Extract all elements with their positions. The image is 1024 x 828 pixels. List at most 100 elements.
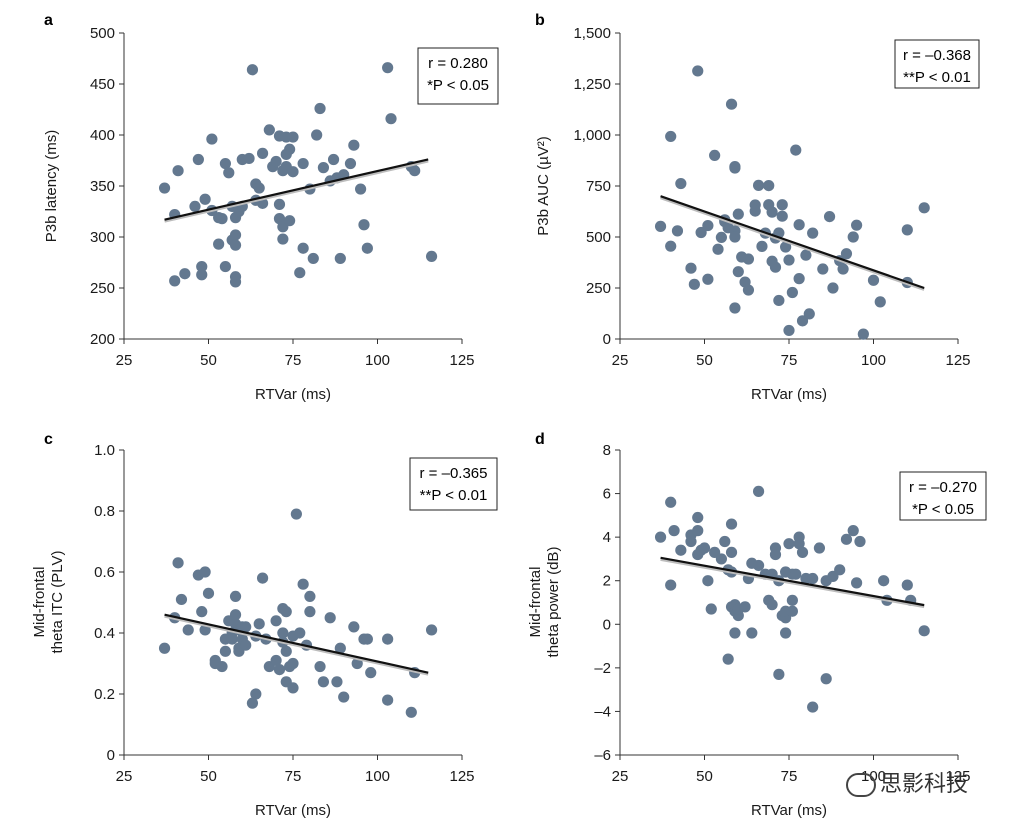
- data-point: [857, 328, 869, 340]
- data-point: [158, 642, 171, 654]
- data-point: [348, 621, 360, 633]
- y-axis-label: Mid-frontaltheta power (dB): [527, 547, 562, 658]
- y-axis-label-line: theta ITC (PLV): [49, 550, 66, 653]
- data-point: [284, 215, 296, 227]
- data-point: [725, 518, 738, 530]
- data-point: [725, 98, 738, 110]
- x-tick-label: 50: [696, 352, 713, 369]
- data-point: [786, 286, 798, 299]
- data-point: [698, 542, 711, 554]
- data-point: [284, 143, 296, 155]
- data-point: [223, 167, 235, 179]
- data-point: [783, 538, 795, 550]
- data-point: [675, 544, 687, 556]
- data-point: [685, 535, 697, 548]
- data-point: [324, 612, 336, 624]
- data-point: [793, 273, 805, 285]
- data-point: [317, 162, 330, 174]
- data-point: [297, 578, 309, 590]
- x-tick-label: 25: [612, 768, 629, 785]
- data-point: [253, 182, 265, 194]
- panel-letter: c: [44, 431, 53, 448]
- data-point: [820, 673, 832, 685]
- data-point: [715, 553, 728, 565]
- data-point: [722, 653, 734, 665]
- data-point: [169, 275, 181, 287]
- data-point: [688, 278, 700, 290]
- y-tick-label: 350: [90, 178, 115, 195]
- data-point: [273, 198, 286, 210]
- y-tick-label: 0.8: [94, 503, 115, 520]
- data-point: [382, 62, 394, 74]
- data-point: [425, 624, 438, 636]
- data-point: [780, 241, 792, 253]
- data-point: [665, 579, 677, 591]
- y-tick-label: –6: [594, 747, 611, 764]
- data-point: [705, 603, 717, 615]
- data-point: [665, 130, 677, 143]
- data-point: [665, 240, 677, 252]
- data-point: [742, 284, 755, 296]
- stats-box: [899, 471, 987, 521]
- data-point: [692, 511, 704, 524]
- y-axis-label: P3b latency (ms): [43, 130, 60, 243]
- data-point: [654, 531, 667, 543]
- data-point: [361, 633, 373, 645]
- y-tick-label: 0.2: [94, 686, 115, 703]
- data-point: [752, 485, 765, 497]
- data-point: [219, 260, 231, 273]
- data-point: [671, 225, 684, 237]
- y-axis-label-line: Mid-frontal: [527, 567, 544, 638]
- y-tick-label: 8: [603, 442, 611, 459]
- watermark-text: 思影科技: [880, 772, 969, 797]
- x-tick-label: 50: [200, 768, 217, 785]
- x-tick-label: 25: [116, 768, 133, 785]
- data-point: [790, 144, 802, 156]
- x-tick-label: 25: [116, 352, 133, 369]
- data-point: [803, 308, 815, 320]
- data-point: [158, 182, 171, 194]
- data-point: [338, 691, 350, 703]
- data-point: [240, 621, 252, 633]
- panel-b: b 0 250 500 750 1,000 1,250 1,500 25 50 75 100 125 RT…: [535, 12, 980, 403]
- data-point: [702, 575, 714, 587]
- data-point: [277, 627, 289, 639]
- data-point: [277, 233, 289, 245]
- data-point: [817, 263, 829, 275]
- data-point: [756, 240, 768, 252]
- data-point: [172, 165, 184, 177]
- data-point: [334, 252, 346, 265]
- data-point: [918, 202, 930, 214]
- data-point: [807, 572, 819, 585]
- y-tick-label: 1,250: [573, 76, 611, 93]
- data-point: [361, 242, 373, 254]
- fit-band: [660, 196, 925, 291]
- regression-line: [660, 195, 925, 290]
- data-point: [763, 179, 775, 192]
- y-tick-label: 0: [603, 331, 611, 348]
- data-point: [695, 226, 707, 239]
- data-point: [692, 525, 704, 537]
- data-point: [196, 606, 208, 618]
- data-point: [769, 548, 782, 561]
- data-point: [692, 65, 704, 77]
- correlation-r: r = –0.368: [903, 47, 971, 64]
- data-point: [182, 624, 194, 636]
- data-point: [840, 533, 853, 545]
- data-point: [263, 124, 275, 136]
- x-tick-label: 75: [781, 768, 798, 785]
- data-point: [665, 496, 677, 508]
- data-point: [425, 250, 438, 262]
- data-point: [189, 200, 201, 212]
- data-point: [796, 315, 809, 327]
- data-point: [287, 166, 299, 178]
- data-point: [823, 211, 836, 223]
- data-point: [715, 231, 728, 244]
- y-axis-label: Mid-frontaltheta ITC (PLV): [31, 550, 66, 653]
- data-point: [851, 577, 863, 589]
- data-point: [729, 161, 741, 173]
- p-value: *P < 0.05: [427, 77, 489, 94]
- wechat-icon: [846, 773, 876, 797]
- data-point: [702, 219, 714, 232]
- x-tick-label: 50: [200, 352, 217, 369]
